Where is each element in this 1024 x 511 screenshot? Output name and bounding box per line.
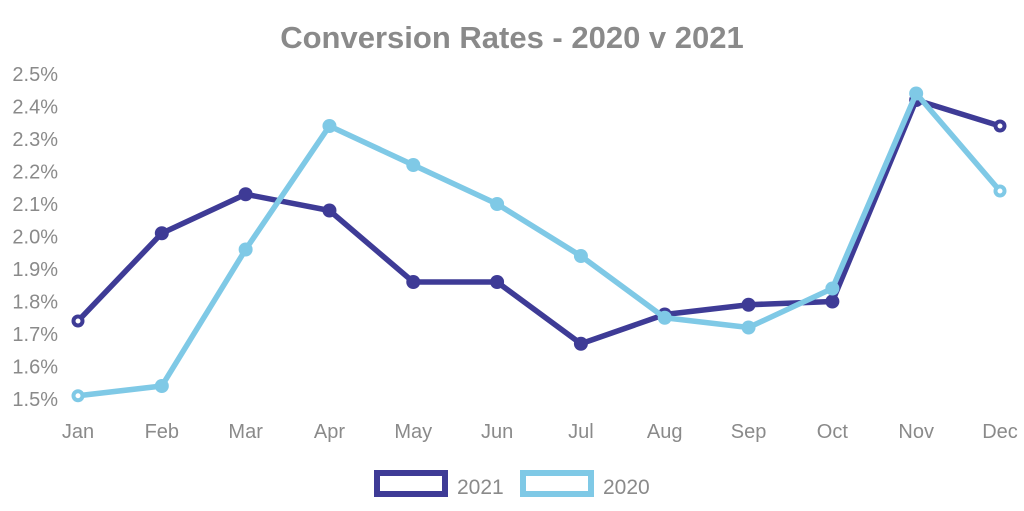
legend: 2021 2020	[374, 470, 650, 499]
data-point-2021-Dec	[993, 119, 1007, 133]
y-axis-tick-label: 2.5%	[12, 64, 58, 86]
x-axis-tick-label: May	[394, 421, 432, 443]
data-point-2021-Sep	[741, 297, 756, 312]
data-point-2020-Feb	[154, 379, 169, 393]
data-point-2020-Oct	[825, 281, 840, 296]
y-axis-tick-label: 2.3%	[12, 129, 58, 151]
data-point-2020-Aug	[657, 310, 672, 325]
data-point-2020-Sep	[741, 320, 756, 335]
data-point-2021-Jan	[71, 314, 85, 328]
data-point-2021-Feb	[154, 226, 169, 241]
data-point-2020-Jan	[71, 389, 85, 403]
x-axis-tick-label: Mar	[228, 421, 263, 443]
data-point-2020-May	[406, 158, 421, 172]
legend-item-2021[interactable]: 2021	[374, 470, 504, 499]
legend-item-2020[interactable]: 2020	[520, 470, 650, 499]
y-axis-tick-label: 2.1%	[12, 194, 58, 216]
x-axis-tick-label: Dec	[982, 421, 1018, 443]
y-axis-tick-label: 2.4%	[12, 97, 58, 119]
legend-label-2020: 2020	[603, 476, 650, 499]
legend-label-2021: 2021	[457, 476, 504, 499]
x-axis-month-labels: Jan Feb Mar Apr May Jun Jul Aug Sep Oct Nov Dec	[62, 421, 1018, 443]
series-2021	[71, 93, 1007, 351]
x-axis-tick-label: Oct	[817, 421, 849, 443]
series-2020	[71, 86, 1007, 403]
y-axis-tick-label: 1.7%	[12, 324, 58, 346]
legend-swatch-2020-icon	[520, 470, 594, 497]
x-axis-tick-label: Jul	[568, 421, 594, 443]
data-point-2021-Jun	[490, 275, 505, 289]
data-point-2021-May	[406, 275, 421, 289]
series-2021-line	[76, 97, 1001, 347]
data-point-2020-Nov	[909, 86, 924, 101]
y-axis-tick-label: 1.5%	[12, 389, 58, 411]
x-axis-tick-label: Jun	[481, 421, 513, 443]
data-point-2021-Oct	[825, 294, 840, 309]
data-point-2020-Jul	[573, 249, 588, 263]
y-axis-tick-label: 1.9%	[12, 259, 58, 281]
data-point-2020-Mar	[238, 242, 253, 257]
data-point-2020-Jun	[490, 197, 505, 211]
data-point-2021-Apr	[322, 203, 337, 218]
x-axis-tick-label: Sep	[731, 421, 767, 443]
y-axis-tick-labels: 2.5% 2.4% 2.3% 2.2% 2.1% 2.0% 1.9% 1.8% 1.7% 1.6%…	[12, 64, 58, 411]
data-point-2020-Apr	[322, 119, 337, 133]
x-axis-tick-label: Aug	[647, 421, 683, 443]
data-point-2021-Jul	[573, 336, 588, 351]
data-point-2021-Mar	[238, 187, 253, 202]
x-axis-tick-label: Jan	[62, 421, 94, 443]
chart-title: Conversion Rates - 2020 v 2021	[280, 20, 744, 55]
x-axis-tick-label: Apr	[314, 421, 345, 443]
y-axis-tick-label: 1.8%	[12, 292, 58, 314]
x-axis-tick-label: Feb	[145, 421, 179, 443]
y-axis-tick-label: 1.6%	[12, 357, 58, 379]
data-point-2020-Dec	[993, 184, 1007, 198]
plot-area	[71, 86, 1007, 403]
y-axis-tick-label: 2.0%	[12, 227, 58, 249]
x-axis-tick-label: Nov	[898, 421, 934, 443]
legend-swatch-2021-icon	[374, 470, 448, 497]
y-axis-tick-label: 2.2%	[12, 162, 58, 184]
series-2020-line	[77, 90, 1003, 399]
